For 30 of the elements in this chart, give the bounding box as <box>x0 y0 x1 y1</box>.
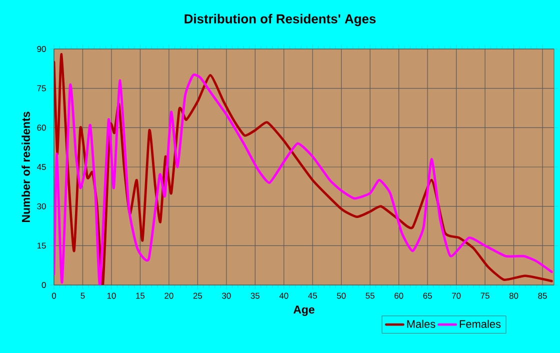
x-tick-label: 30 <box>222 292 231 299</box>
x-tick-label: 70 <box>452 292 461 299</box>
y-tick-label: 60 <box>37 124 46 131</box>
x-axis-title: Age <box>293 306 314 316</box>
x-tick-label: 10 <box>107 292 116 299</box>
legend-label: Females <box>460 320 501 328</box>
x-tick-label: 85 <box>538 292 547 299</box>
y-tick-label: 15 <box>37 242 46 249</box>
chart-title: Distribution of Residents' Ages <box>184 14 376 26</box>
x-tick-label: 80 <box>509 292 518 299</box>
y-tick-label: 45 <box>36 164 46 170</box>
x-tick-label: 35 <box>250 292 260 299</box>
x-tick-label: 40 <box>279 292 288 299</box>
x-tick-label: 55 <box>366 292 374 299</box>
x-tick-label: 75 <box>480 292 490 299</box>
x-tick-label: 60 <box>394 292 404 299</box>
x-tick-label: 20 <box>164 292 174 299</box>
y-tick-label: 75 <box>37 85 46 92</box>
legend-label: Males <box>407 320 436 328</box>
y-tick-label: 90 <box>37 46 46 52</box>
y-tick-label: 0 <box>42 282 46 288</box>
x-tick-label: 65 <box>423 292 432 299</box>
x-tick-label: 25 <box>193 292 202 299</box>
x-tick-label: 45 <box>308 292 317 299</box>
x-tick-label: 15 <box>136 292 145 299</box>
x-tick-label: 50 <box>336 292 346 299</box>
y-axis-title: Number of residents <box>22 112 30 222</box>
x-tick-label: 0 <box>52 292 56 299</box>
y-tick-label: 30 <box>37 203 46 210</box>
x-tick-label: 5 <box>80 292 85 299</box>
